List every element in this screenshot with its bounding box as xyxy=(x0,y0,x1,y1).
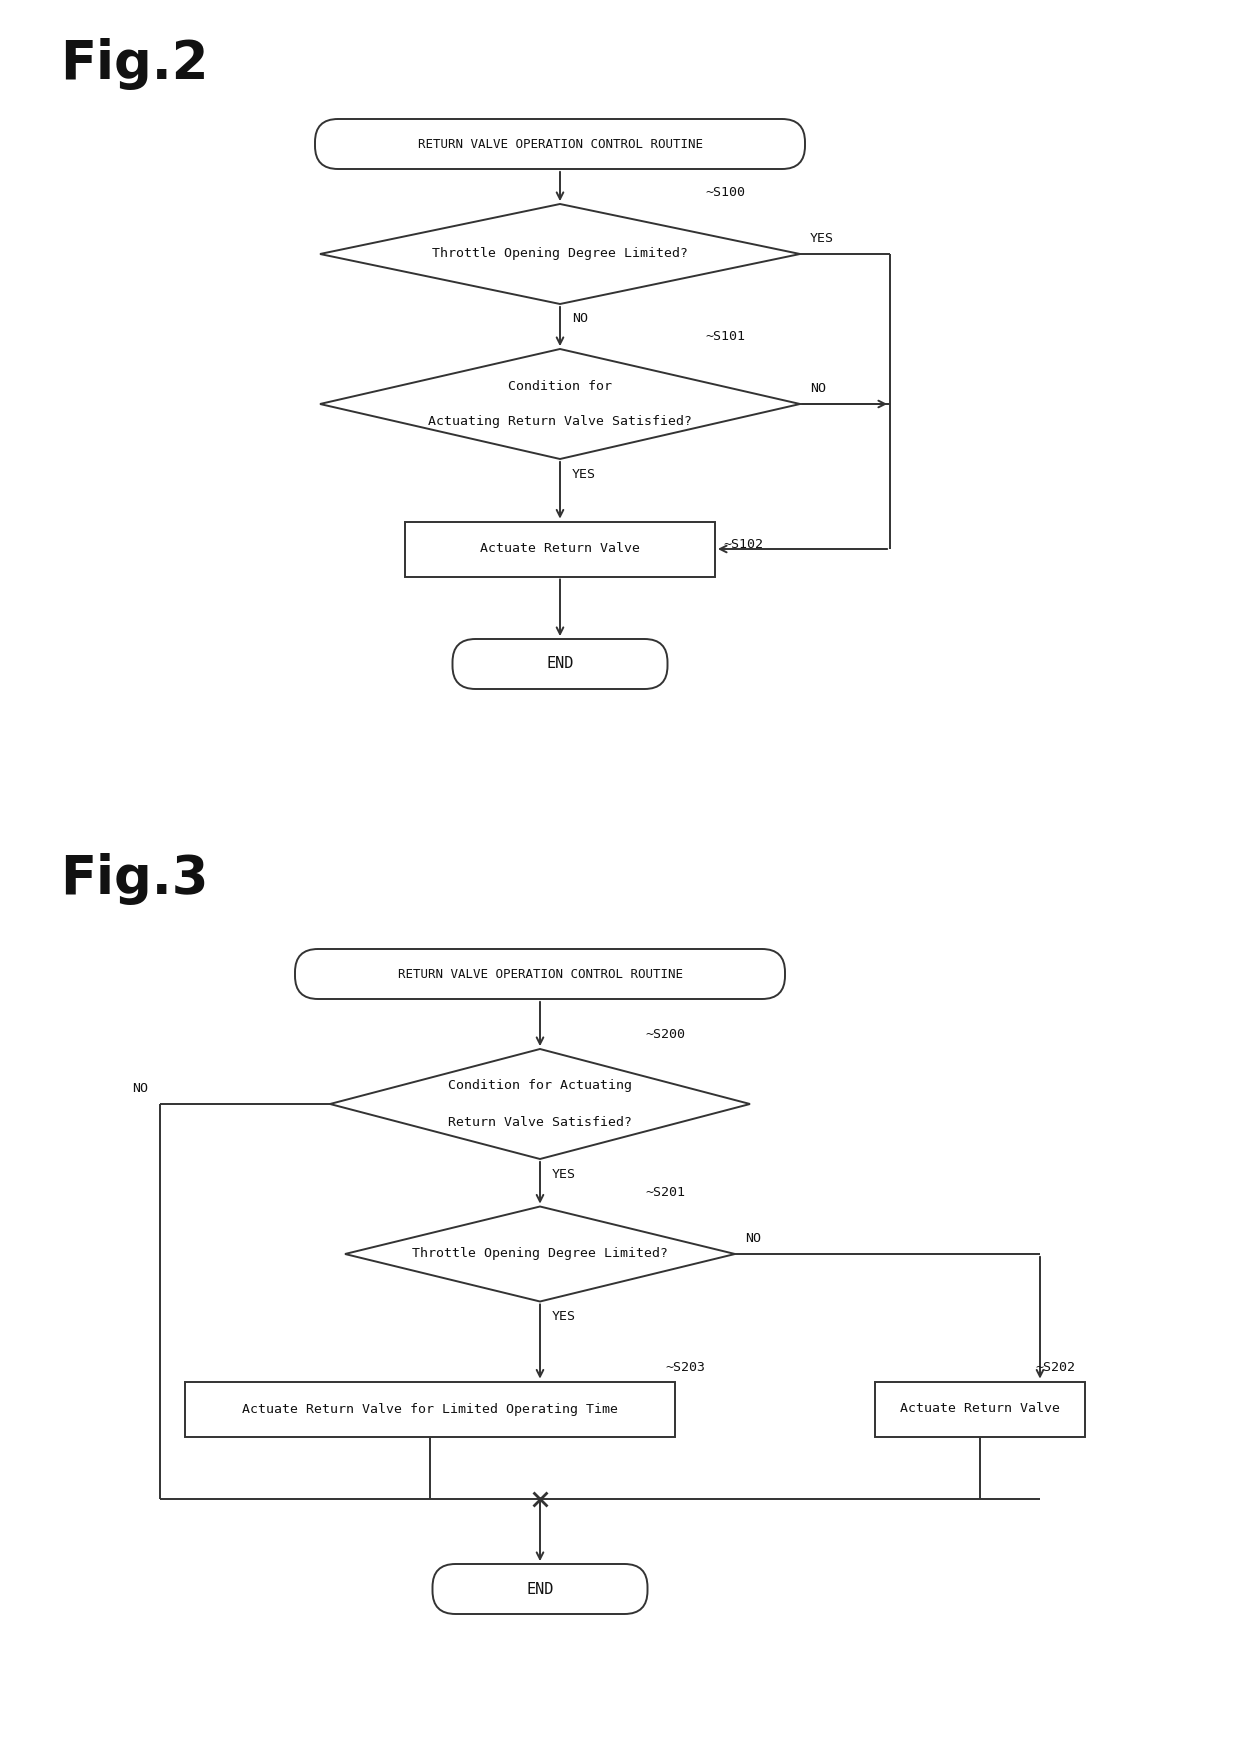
Text: END: END xyxy=(526,1582,554,1596)
Text: Actuating Return Valve Satisfied?: Actuating Return Valve Satisfied? xyxy=(428,416,692,429)
Text: Condition for: Condition for xyxy=(508,379,613,393)
Text: ~S102: ~S102 xyxy=(723,538,763,550)
Bar xyxy=(405,522,715,577)
Text: YES: YES xyxy=(552,1168,577,1180)
Text: YES: YES xyxy=(810,231,835,245)
Text: Return Valve Satisfied?: Return Valve Satisfied? xyxy=(448,1115,632,1129)
Text: Actuate Return Valve for Limited Operating Time: Actuate Return Valve for Limited Operati… xyxy=(242,1402,618,1415)
Polygon shape xyxy=(320,349,800,459)
FancyBboxPatch shape xyxy=(295,949,785,998)
Text: NO: NO xyxy=(131,1081,148,1094)
Text: ~S200: ~S200 xyxy=(645,1028,684,1041)
Text: Throttle Opening Degree Limited?: Throttle Opening Degree Limited? xyxy=(432,247,688,261)
FancyBboxPatch shape xyxy=(433,1565,647,1614)
Text: ~S202: ~S202 xyxy=(1035,1362,1075,1374)
Text: NO: NO xyxy=(810,381,826,395)
Text: ~S203: ~S203 xyxy=(665,1362,706,1374)
Text: Fig.2: Fig.2 xyxy=(60,39,208,90)
FancyBboxPatch shape xyxy=(315,118,805,169)
Text: ~S100: ~S100 xyxy=(706,185,745,199)
Bar xyxy=(875,1381,1085,1436)
Polygon shape xyxy=(330,1050,750,1159)
Text: ~S201: ~S201 xyxy=(645,1185,684,1200)
Text: Actuate Return Valve: Actuate Return Valve xyxy=(900,1402,1060,1415)
Polygon shape xyxy=(320,205,800,303)
Polygon shape xyxy=(345,1207,735,1302)
Text: Condition for Actuating: Condition for Actuating xyxy=(448,1080,632,1092)
Text: Fig.3: Fig.3 xyxy=(60,854,208,905)
Text: RETURN VALVE OPERATION CONTROL ROUTINE: RETURN VALVE OPERATION CONTROL ROUTINE xyxy=(418,138,703,150)
Text: RETURN VALVE OPERATION CONTROL ROUTINE: RETURN VALVE OPERATION CONTROL ROUTINE xyxy=(398,967,682,981)
Text: YES: YES xyxy=(552,1311,577,1323)
Text: END: END xyxy=(547,656,574,672)
Text: NO: NO xyxy=(745,1231,761,1244)
Text: YES: YES xyxy=(572,467,596,480)
Text: Actuate Return Valve: Actuate Return Valve xyxy=(480,543,640,556)
Bar xyxy=(185,1381,675,1436)
Text: Throttle Opening Degree Limited?: Throttle Opening Degree Limited? xyxy=(412,1247,668,1261)
Text: NO: NO xyxy=(572,312,588,326)
FancyBboxPatch shape xyxy=(453,639,667,690)
Text: ~S101: ~S101 xyxy=(706,330,745,344)
